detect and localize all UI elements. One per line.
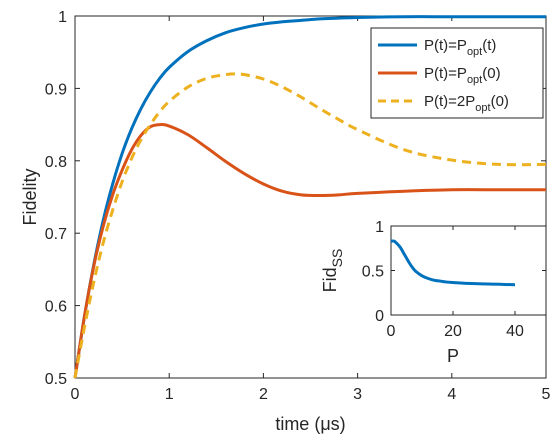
main-x-tick-label: 3 xyxy=(353,386,362,403)
inset-y-tick-label: 0 xyxy=(375,308,384,325)
legend-entry-p-opt-t: P(t)=Popt(t) xyxy=(378,37,496,58)
legend-label: P(t)=2Popt(0) xyxy=(424,93,509,114)
main-x-tick-label: 4 xyxy=(447,386,456,403)
series-p-opt-t-line xyxy=(73,15,546,379)
main-x-tick-label: 1 xyxy=(165,386,174,403)
inset-x-axis-label: P xyxy=(447,346,459,366)
legend: P(t)=Popt(t) P(t)=Popt(0) P(t)=2Popt(0) xyxy=(370,27,544,119)
inset-y-tick-label: 0.5 xyxy=(362,264,384,281)
inset-y-axis-label: FidSS xyxy=(320,249,345,293)
main-y-tick-label: 0.5 xyxy=(45,371,67,388)
main-y-tick-label: 0.8 xyxy=(45,154,67,171)
inset-x-ticks: 0 20 40 xyxy=(387,226,524,340)
inset-y-ticks: 00.51 xyxy=(362,219,546,325)
main-y-tick-label: 0.7 xyxy=(45,226,67,243)
series-p-opt-0-line xyxy=(73,123,546,379)
legend-entry-p-opt-0: P(t)=Popt(0) xyxy=(378,65,501,86)
legend-entry-2p-opt-0: P(t)=2Popt(0) xyxy=(378,93,509,114)
legend-items: P(t)=Popt(t) P(t)=Popt(0) P(t)=2Popt(0) xyxy=(378,37,509,114)
inset-y-tick-label: 1 xyxy=(375,219,384,236)
main-y-tick-label: 1 xyxy=(58,9,67,26)
main-x-axis-label: time (μs) xyxy=(275,414,345,434)
inset-series-line xyxy=(390,239,516,287)
main-y-tick-label: 0.6 xyxy=(45,299,67,316)
main-x-tick-label: 0 xyxy=(71,386,80,403)
inset-series-lines xyxy=(390,239,516,287)
series-2p-opt-0-line xyxy=(73,72,547,379)
inset-axes: 0 20 40 00.51 P FidSS xyxy=(320,219,547,366)
main-axes: 0 1 2 3 4 5 0.5 0.6 0.7 0.8 0.9 1 time (μs) Fideli… xyxy=(20,9,551,434)
main-series-lines xyxy=(73,15,547,379)
main-x-tick-label: 2 xyxy=(259,386,268,403)
inset-x-tick-label: 20 xyxy=(444,323,462,340)
main-y-tick-label: 0.9 xyxy=(45,81,67,98)
main-y-ticks: 0.5 0.6 0.7 0.8 0.9 1 xyxy=(45,9,546,388)
inset-x-tick-label: 0 xyxy=(387,323,396,340)
main-x-tick-label: 5 xyxy=(542,386,551,403)
main-plot-frame xyxy=(74,15,547,379)
main-y-axis-label: Fidelity xyxy=(20,168,40,225)
legend-label: P(t)=Popt(0) xyxy=(424,65,501,86)
legend-label: P(t)=Popt(t) xyxy=(424,37,496,58)
inset-x-tick-label: 40 xyxy=(506,323,524,340)
